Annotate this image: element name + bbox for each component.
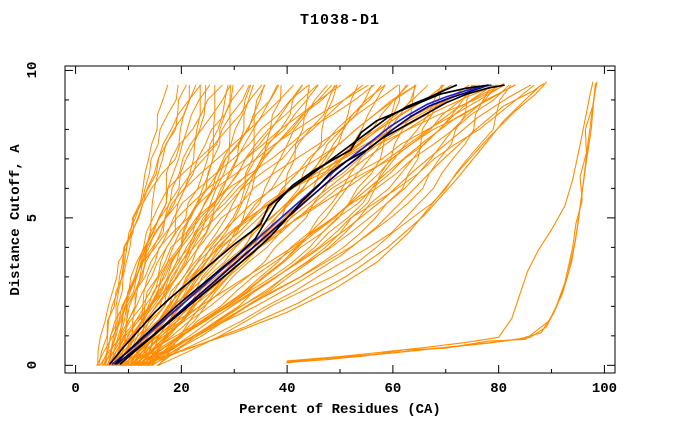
ensemble-curve [137, 84, 409, 366]
ensemble-curve [132, 84, 386, 366]
model-blue [111, 84, 492, 365]
ensemble-curve [139, 84, 429, 366]
ensemble-curve [147, 84, 445, 366]
ensemble-curve [110, 84, 254, 366]
model-black-3 [119, 84, 505, 365]
ensemble-curve [148, 84, 510, 366]
ensemble-curve [138, 84, 416, 366]
orange-right-4 [286, 81, 594, 362]
ensemble-curve [107, 84, 252, 366]
x-tick-label: 40 [278, 381, 296, 397]
ensemble-curve [108, 84, 263, 366]
ensemble-curve [128, 84, 332, 366]
orange-sparse-6 [143, 84, 542, 365]
x-tick-label: 60 [384, 381, 402, 397]
x-tick-label: 20 [172, 381, 190, 397]
model-navy [115, 84, 489, 365]
chart-title: T1038-D1 [299, 12, 380, 29]
x-tick-label: 80 [490, 381, 508, 397]
ensemble-curve [112, 84, 280, 366]
ensemble-curve [97, 84, 201, 366]
orange-sparse-4 [138, 81, 547, 366]
ensemble-curve [119, 84, 244, 366]
ensemble-curve [116, 84, 294, 366]
x-tick-label: 0 [71, 381, 80, 397]
ensemble-curve [103, 84, 197, 366]
ensemble-curve [135, 84, 375, 366]
ensemble-curve [127, 84, 369, 366]
orange-sparse-2 [127, 84, 531, 366]
ensemble-curve [96, 84, 190, 366]
ensemble-curve [130, 84, 338, 366]
y-tick-label: 5 [25, 213, 41, 223]
ensemble-curve [143, 84, 442, 366]
ensemble-curve [141, 84, 473, 366]
ensemble-curve [141, 84, 417, 366]
ensemble-curve [124, 84, 309, 366]
plot-frame [64, 65, 616, 374]
x-tick-label: 100 [591, 381, 618, 397]
ensemble-curve [157, 84, 512, 366]
ensemble-curve [99, 84, 201, 366]
ensemble-curve [104, 84, 207, 366]
ensemble-curve [114, 84, 318, 366]
orange-sparse-3 [133, 83, 545, 366]
orange-sparse-7 [130, 83, 505, 366]
model-black-2 [114, 84, 489, 365]
y-tick-label: 0 [25, 361, 41, 370]
ensemble-curve [158, 84, 516, 366]
ensemble-curve [121, 84, 310, 366]
orange-right-3 [286, 81, 598, 364]
ensemble-curve [125, 84, 364, 366]
y-tick-label: 10 [25, 62, 41, 79]
y-axis-label: Distance Cutoff, A [8, 144, 24, 296]
ensemble-curve [146, 84, 498, 366]
orange-sparse-1 [122, 84, 516, 366]
ensemble-curve [133, 84, 399, 366]
ensemble-curve [119, 84, 342, 366]
ensemble-curve [156, 84, 535, 366]
x-axis-label: Percent of Residues (CA) [239, 402, 441, 418]
ensemble-curve [115, 84, 278, 366]
